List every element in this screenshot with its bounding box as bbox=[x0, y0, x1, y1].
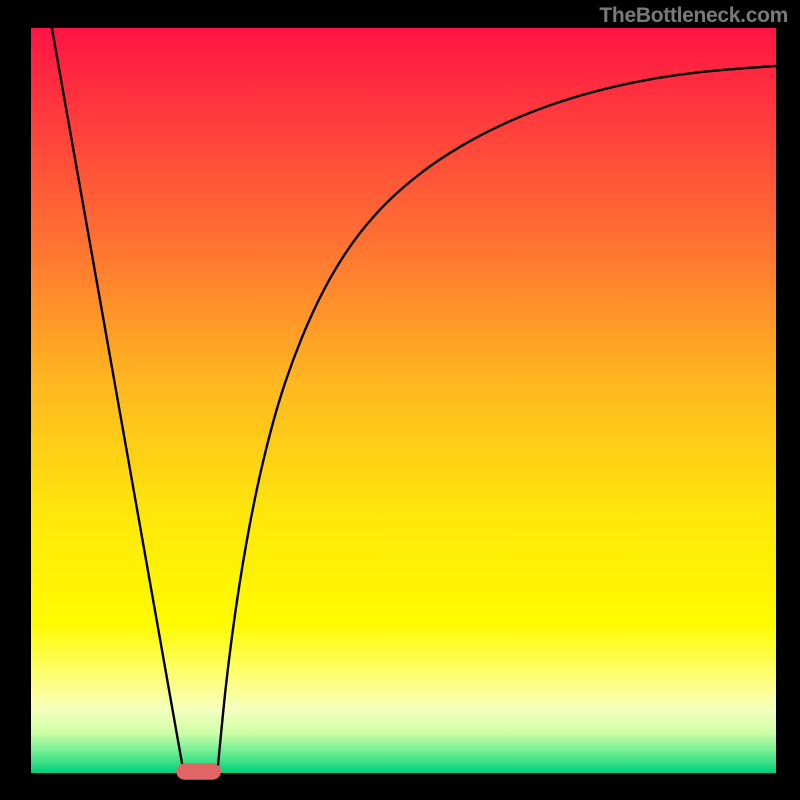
bottleneck-chart bbox=[0, 0, 800, 800]
optimal-marker bbox=[176, 763, 221, 779]
watermark-text: TheBottleneck.com bbox=[599, 4, 788, 28]
plot-background bbox=[31, 28, 776, 773]
chart-container: TheBottleneck.com bbox=[0, 0, 800, 800]
